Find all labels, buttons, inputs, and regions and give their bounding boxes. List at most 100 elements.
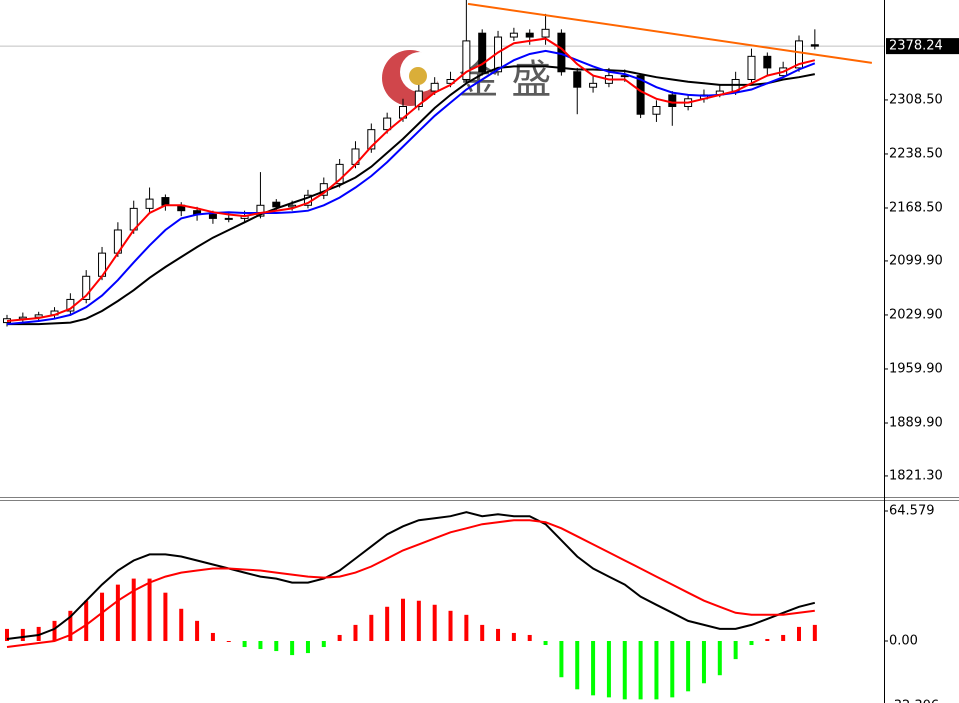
candle-body [525, 32, 534, 38]
trendline [467, 2, 873, 64]
y-tick-label: 2029.90 [889, 307, 943, 322]
histogram-bar [68, 610, 73, 641]
y-tick-label: 2099.90 [889, 253, 943, 268]
histogram-bar [606, 640, 611, 698]
candle-body [747, 55, 756, 80]
moving-average [6, 37, 816, 322]
candle-body [462, 40, 471, 80]
histogram-bar [416, 600, 421, 641]
candle-body [82, 275, 91, 300]
histogram-bar [480, 624, 485, 641]
histogram-bar [733, 640, 738, 660]
histogram-bar [147, 578, 152, 641]
candle-body [636, 75, 645, 115]
candle-body [541, 28, 550, 38]
candle-body [208, 214, 217, 219]
histogram-bar [496, 628, 501, 641]
histogram-bar [670, 640, 675, 698]
candle-body [509, 32, 518, 38]
histogram-bar [717, 640, 722, 676]
histogram-bar [337, 634, 342, 641]
candle-body [652, 106, 661, 115]
y-tick-label: 64.579 [889, 504, 935, 519]
candle-body [145, 198, 154, 209]
candle-body [573, 71, 582, 88]
logo-dot [409, 67, 427, 85]
candle-body [430, 82, 439, 92]
y-tick-label: 1959.90 [889, 361, 943, 376]
histogram-bar [464, 614, 469, 641]
y-tick-label: 2238.50 [889, 146, 943, 161]
histogram-bar [5, 628, 9, 641]
candle-body [478, 32, 487, 73]
candle-body [367, 129, 376, 150]
histogram-bar [353, 624, 358, 641]
candle-body [668, 94, 677, 107]
y-tick-label: 0.00 [889, 633, 918, 648]
histogram-bar [559, 640, 564, 678]
histogram-bar [84, 600, 89, 641]
histogram-bar [226, 640, 231, 642]
histogram-bar [749, 640, 754, 646]
histogram-bar [575, 640, 580, 690]
y-tick-label: 2168.50 [889, 200, 943, 215]
histogram-bar [511, 632, 516, 641]
histogram-bar [195, 620, 200, 641]
histogram-bar [622, 640, 627, 700]
histogram-bar [654, 640, 659, 700]
histogram-bar [274, 640, 279, 652]
macd-line [6, 519, 815, 648]
histogram-bar [385, 606, 390, 641]
histogram-bar [179, 608, 184, 641]
histogram-bar [258, 640, 263, 650]
histogram-bar [591, 640, 596, 696]
histogram-bar [242, 640, 247, 648]
histogram-bar [797, 626, 801, 641]
histogram-bar [369, 614, 374, 641]
candle-body [256, 204, 265, 217]
candle-body [414, 90, 423, 107]
histogram-bar [686, 640, 691, 692]
histogram-bar [20, 628, 25, 641]
candle-body [383, 117, 392, 131]
histogram-bar [210, 632, 215, 641]
moving-average [7, 65, 815, 326]
histogram-bar [638, 640, 643, 700]
histogram-bar [543, 640, 548, 646]
histogram-bar [305, 640, 310, 654]
histogram-bar [401, 598, 405, 641]
histogram-bar [765, 638, 770, 641]
histogram-bar [100, 592, 105, 641]
histogram-bar [812, 624, 817, 641]
histogram-bar [131, 578, 136, 641]
histogram-bar [52, 620, 57, 641]
candle-body [557, 32, 566, 73]
y-tick-label: 1821.30 [889, 468, 943, 483]
candle-body [335, 163, 344, 185]
histogram-bar [781, 634, 786, 641]
last-price-box [886, 38, 959, 55]
y-tick-label: 2308.50 [889, 92, 943, 107]
histogram-bar [701, 640, 706, 684]
y-tick-label: 1889.90 [889, 415, 943, 430]
histogram-bar [321, 640, 326, 648]
candle-body [795, 40, 803, 69]
y-tick-label: -32.306 [889, 699, 939, 703]
watermark-logo [382, 50, 440, 106]
histogram-bar [448, 610, 453, 641]
histogram-bar [527, 634, 532, 641]
last-price-label: 2378.24 [889, 39, 943, 54]
histogram-bar [432, 604, 437, 641]
candle-body [272, 201, 281, 208]
histogram-bar [290, 640, 295, 656]
moving-average [6, 49, 816, 326]
macd-line [6, 511, 816, 640]
candle-body [763, 55, 772, 69]
candle-body [224, 217, 233, 220]
candle-body [810, 44, 819, 47]
histogram-bar [163, 592, 168, 641]
candle-body [589, 82, 598, 88]
